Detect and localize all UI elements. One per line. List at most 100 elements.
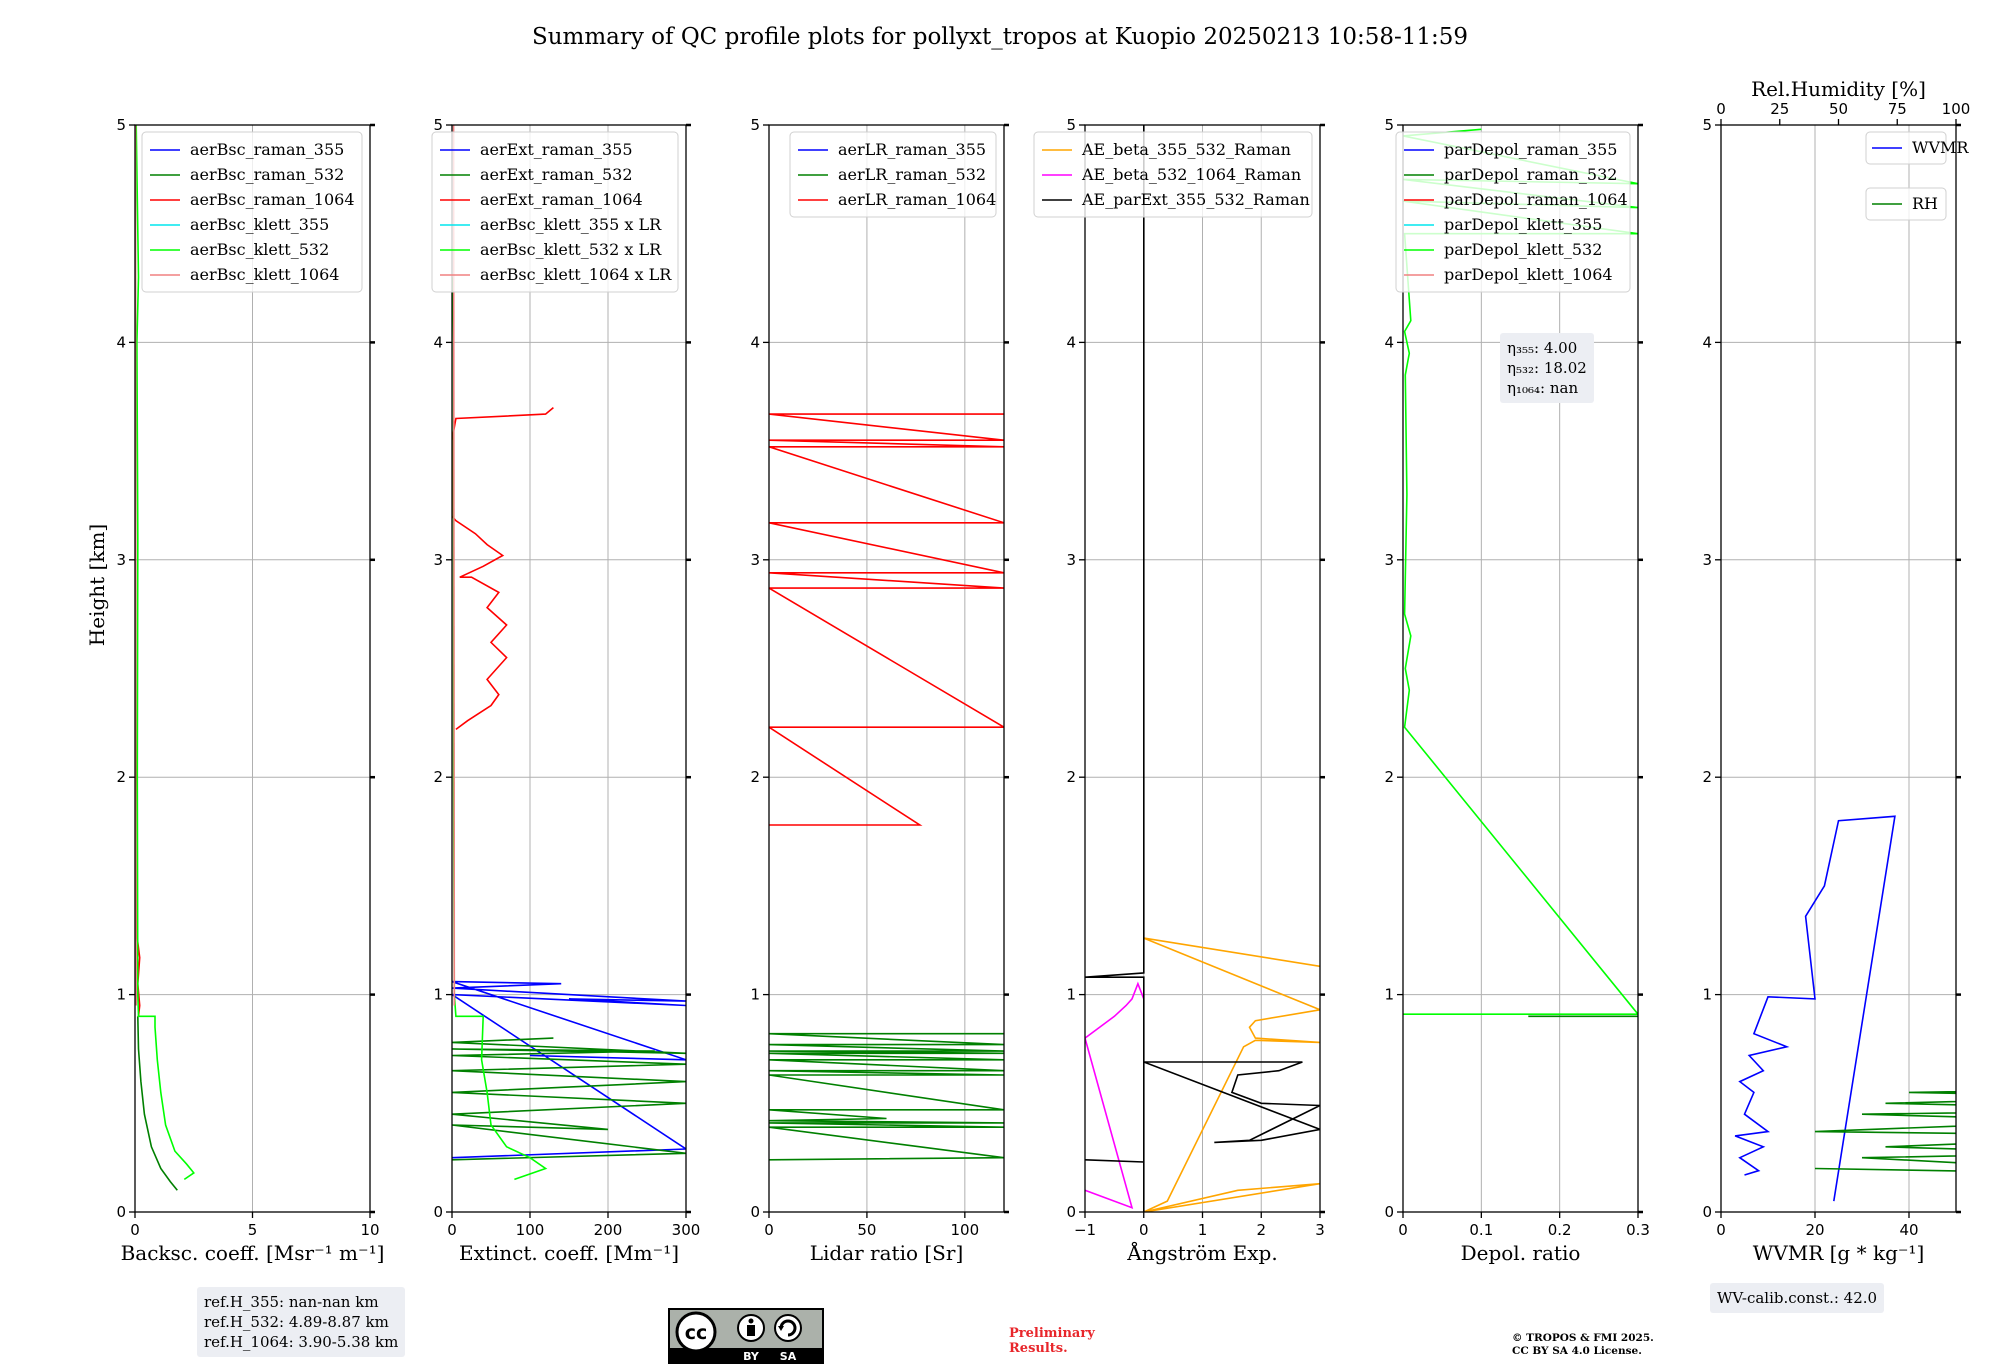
legend-box (431, 131, 679, 293)
y-tick-label: 1 (1384, 986, 1394, 1004)
y-tick-label: 3 (116, 551, 126, 569)
legend-label: aerExt_raman_1064 (480, 190, 643, 209)
x-axis-label: Backsc. coeff. [Msr⁻¹ m⁻¹] (121, 1241, 385, 1265)
eta-355: η₃₅₅: 4.00 (1507, 339, 1578, 357)
x-tick-label: 0.2 (1548, 1221, 1572, 1239)
x-tick-label: −1 (1074, 1221, 1096, 1239)
x-tick-label: 200 (594, 1221, 623, 1239)
copyright-line-1: © TROPOS & FMI 2025. (1512, 1332, 1654, 1344)
legend-box (1033, 131, 1313, 218)
series-line-aerlr-raman-1064 (769, 413, 1004, 826)
y-tick-label: 3 (433, 551, 443, 569)
x-tick-label: 3 (1315, 1221, 1325, 1239)
ref-h-1064: ref.H_1064: 3.90-5.38 km (204, 1333, 399, 1351)
series-line-rh (1814, 1090, 1956, 1172)
series-line-ae-beta-532-1064-raman (1085, 981, 1145, 1209)
y-tick-label: 5 (1066, 116, 1076, 134)
legend-box (1395, 131, 1631, 293)
x-tick-label: 1 (1198, 1221, 1208, 1239)
ref-h-355: ref.H_355: nan-nan km (204, 1293, 379, 1311)
legend-box (1865, 131, 1947, 165)
cc-label: cc (685, 1322, 708, 1344)
x-axis-label: WVMR [g * kg⁻¹] (1753, 1241, 1925, 1265)
retrieval-eta-box: η₃₅₅: 4.00 η₅₃₂: 18.02 η₁₀₆₄: nan (1500, 333, 1594, 403)
plot-frame (1402, 124, 1639, 1213)
legend-label: aerBsc_klett_1064 (190, 265, 339, 284)
y-tick-label: 1 (1702, 986, 1712, 1004)
x-tick-label: 0 (1398, 1221, 1408, 1239)
y-tick-label: 4 (433, 333, 443, 351)
plot-frame (1720, 124, 1957, 1213)
legend-box (1865, 187, 1947, 221)
sa-label: SA (780, 1350, 797, 1363)
x-axis-label: Ångström Exp. (1126, 1240, 1277, 1265)
preliminary-notice: Preliminary Results. (1009, 1326, 1095, 1356)
legend-label: AE_beta_355_532_Raman (1081, 140, 1291, 159)
y-tick-label: 5 (750, 116, 760, 134)
x-tick-label: 100 (951, 1221, 980, 1239)
series-line-aerbsc-raman-532 (137, 1016, 178, 1191)
x-tick-label: 0 (1716, 1221, 1726, 1239)
y-tick-label: 0 (1384, 1203, 1394, 1221)
y-axis-label: Height [km] (85, 524, 109, 646)
y-tick-label: 1 (750, 986, 760, 1004)
legend-label: aerExt_raman_532 (480, 165, 633, 184)
y-tick-label: 0 (1702, 1203, 1712, 1221)
x-tick-label: 0.1 (1469, 1221, 1493, 1239)
series-line-ae-parext-355-532-raman (1085, 125, 1320, 1212)
wv-calibration-box: WV-calib.const.: 42.0 (1710, 1283, 1885, 1313)
legend-label: aerBsc_klett_355 x LR (480, 215, 662, 234)
legend-label: aerBsc_raman_355 (190, 140, 344, 159)
plot-frame (768, 124, 1005, 1213)
y-tick-label: 4 (1702, 333, 1712, 351)
y-tick-label: 1 (433, 986, 443, 1004)
copyright-line-2: CC BY SA 4.0 License. (1512, 1345, 1642, 1357)
legend-box (789, 131, 997, 218)
legend-label: aerBsc_klett_355 (190, 215, 329, 234)
series-line-ae-beta-355-532-raman (1143, 937, 1320, 1212)
ref-h-532: ref.H_532: 4.89-8.87 km (204, 1313, 389, 1331)
x-tick-label: 0 (1139, 1221, 1149, 1239)
legend-label: aerBsc_klett_1064 x LR (480, 265, 672, 284)
y-tick-label: 0 (750, 1203, 760, 1221)
by-label: BY (743, 1350, 760, 1363)
y-tick-label: 2 (1702, 768, 1712, 786)
sa-share-alike-icon (774, 1314, 802, 1342)
y-tick-label: 2 (1384, 768, 1394, 786)
y-tick-label: 2 (116, 768, 126, 786)
series-line-wvmr (1734, 815, 1896, 1202)
preliminary-line-2: Results. (1009, 1341, 1068, 1356)
y-tick-label: 1 (116, 986, 126, 1004)
y-tick-label: 4 (1066, 333, 1076, 351)
figure-title: Summary of QC profile plots for pollyxt_… (532, 24, 1468, 50)
x-tick-label: 100 (516, 1221, 545, 1239)
legend-label: WVMR (1912, 138, 1969, 157)
y-tick-label: 0 (433, 1203, 443, 1221)
wv-calib-const: WV-calib.const.: 42.0 (1717, 1289, 1878, 1307)
legend-label: aerLR_raman_1064 (838, 190, 996, 209)
y-tick-label: 4 (1384, 333, 1394, 351)
legend-label: parDepol_klett_1064 (1444, 265, 1613, 284)
legend-label: parDepol_raman_355 (1444, 140, 1617, 159)
x-tick-label: 2 (1256, 1221, 1266, 1239)
legend-label: aerBsc_klett_532 x LR (480, 240, 662, 259)
legend-label: parDepol_klett_355 (1444, 215, 1602, 234)
y-tick-label: 5 (116, 116, 126, 134)
legend-label: aerExt_raman_355 (480, 140, 633, 159)
y-tick-label: 3 (1384, 551, 1394, 569)
x-tick-label: 20 (1805, 1221, 1824, 1239)
legend-label: AE_beta_532_1064_Raman (1081, 165, 1301, 184)
y-tick-label: 4 (116, 333, 126, 351)
x-tick-label: 50 (857, 1221, 876, 1239)
x-tick-label: 0.3 (1626, 1221, 1650, 1239)
legend-box (141, 131, 363, 293)
y-tick-label: 3 (1702, 551, 1712, 569)
reference-height-box: ref.H_355: nan-nan km ref.H_532: 4.89-8.… (197, 1287, 406, 1357)
y-tick-label: 3 (1066, 551, 1076, 569)
series-line-aerext-raman-1064 (452, 406, 554, 731)
legend-label: parDepol_klett_532 (1444, 240, 1602, 259)
legend-label: aerBsc_klett_532 (190, 240, 329, 259)
